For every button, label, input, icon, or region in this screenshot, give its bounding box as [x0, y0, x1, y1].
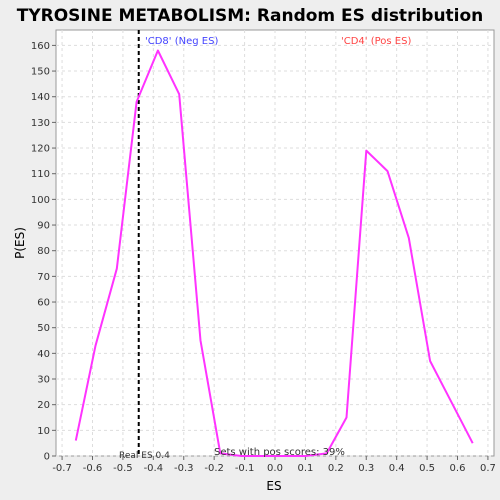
y-tick-label: 80: [37, 246, 50, 257]
series-layer: [74, 30, 474, 457]
y-tick-label: 140: [31, 92, 50, 103]
y-tick-label: 60: [37, 298, 50, 309]
x-tick-label: -0.5: [113, 463, 133, 474]
axes: 0 10 20 30 40 50 60 70 80 90 100 110 120 130 140 150 160…: [31, 41, 496, 474]
x-axis-label: ES: [266, 479, 281, 493]
real-es-label: Real ES 0.4: [119, 451, 170, 461]
x-tick-label: 0.1: [297, 463, 313, 474]
y-tick-label: 120: [31, 144, 50, 155]
x-tick-label: -0.2: [204, 463, 224, 474]
x-tick-label: -0.1: [235, 463, 255, 474]
x-tick-label: -0.7: [52, 463, 72, 474]
y-tick-label: 90: [37, 221, 50, 232]
x-tick-label: 0.3: [358, 463, 374, 474]
x-tick-label: 0.4: [389, 463, 405, 474]
x-tick-label: -0.3: [174, 463, 194, 474]
y-tick-label: 110: [31, 169, 50, 180]
chart-title: TYROSINE METABOLISM: Random ES distribut…: [17, 6, 484, 26]
y-tick-label: 10: [37, 426, 50, 437]
y-tick-label: 40: [37, 349, 50, 360]
y-tick-label: 150: [31, 67, 50, 78]
x-tick-label: 0.0: [267, 463, 283, 474]
y-axis-label: P(ES): [13, 227, 27, 259]
y-tick-label: 100: [31, 195, 50, 206]
y-tick-label: 160: [31, 41, 50, 52]
y-tick-label: 70: [37, 272, 50, 283]
x-tick-label: 0.5: [419, 463, 435, 474]
x-tick-label: -0.4: [144, 463, 164, 474]
pos-scores-annotation: Sets with pos scores: 39%: [214, 447, 345, 458]
y-tick-label: 30: [37, 375, 50, 386]
x-tick-label: 0.7: [480, 463, 496, 474]
x-tick-label: 0.2: [328, 463, 344, 474]
es-distribution-line: [74, 49, 474, 457]
y-tick-label: 130: [31, 118, 50, 129]
grid: [56, 30, 494, 457]
y-tick-label: 0: [44, 452, 50, 463]
y-tick-label: 20: [37, 400, 50, 411]
x-tick-label: 0.6: [450, 463, 466, 474]
neg-es-annotation: 'CD8' (Neg ES): [145, 36, 218, 47]
pos-es-annotation: 'CD4' (Pos ES): [341, 36, 411, 47]
y-tick-label: 50: [37, 323, 50, 334]
x-tick-label: -0.6: [83, 463, 103, 474]
